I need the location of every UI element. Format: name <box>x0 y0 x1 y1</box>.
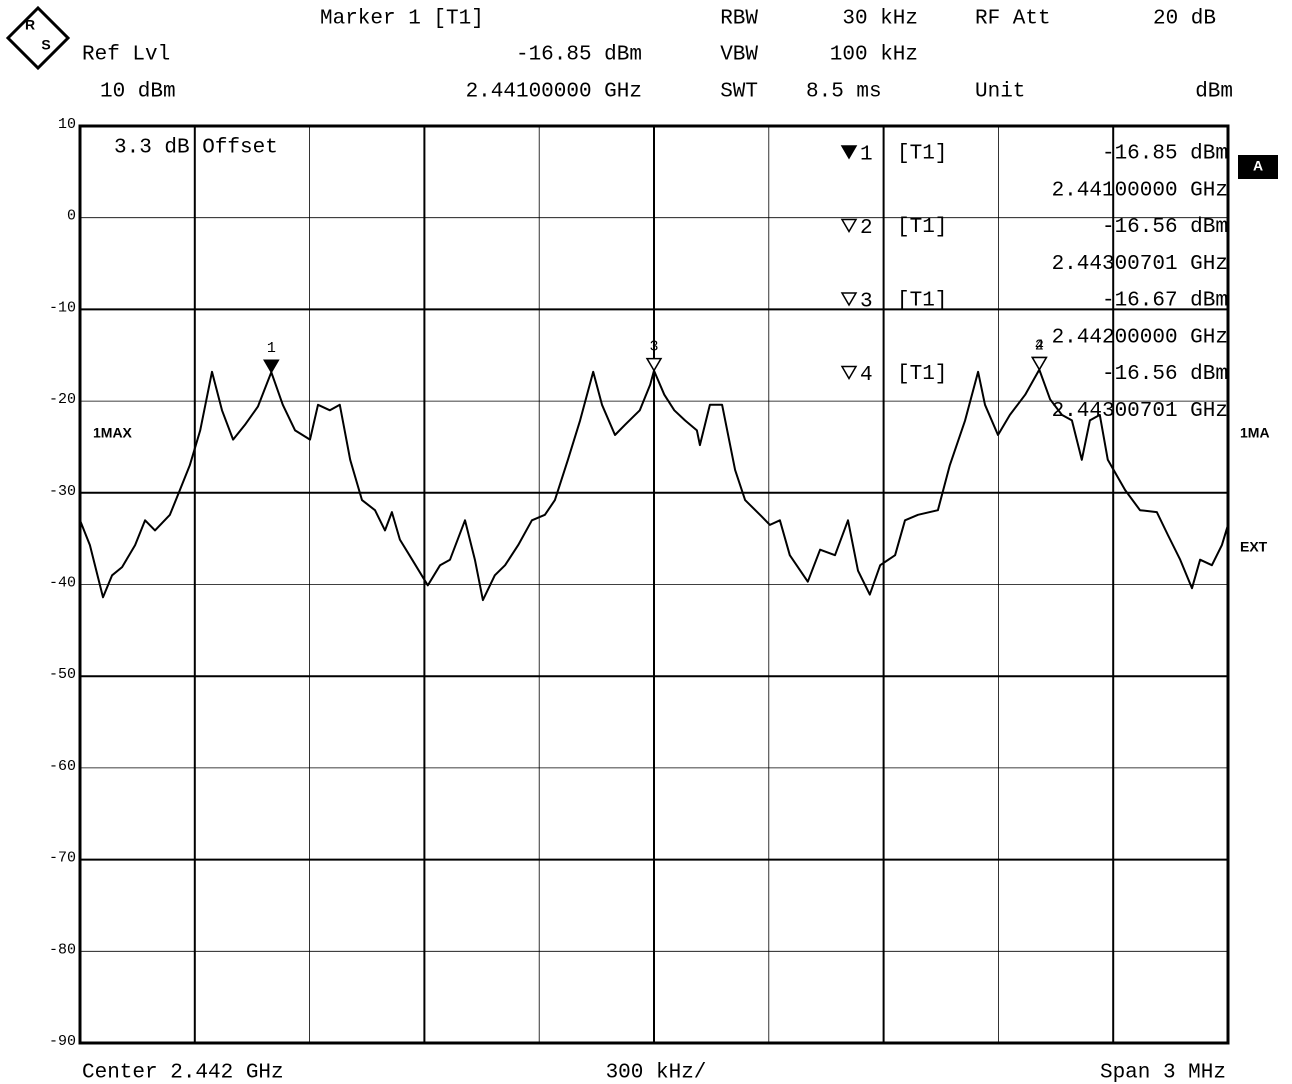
y-tick-label: -60 <box>49 758 76 775</box>
header-label: Ref Lvl <box>82 44 170 67</box>
marker-table-number: 1 <box>860 144 873 167</box>
header-label: SWT <box>720 81 758 104</box>
y-tick-label: 0 <box>67 208 76 225</box>
footer-center: Center 2.442 GHz <box>82 1062 284 1084</box>
header-value: 20 dB <box>1153 8 1216 31</box>
footer-div: 300 kHz/ <box>606 1062 707 1084</box>
marker-table-freq: 2.44300701 GHz <box>1052 400 1228 423</box>
marker-table-freq: 2.44100000 GHz <box>1052 180 1228 203</box>
header-value: 100 kHz <box>830 44 918 67</box>
trace <box>79 368 1229 602</box>
y-tick-label: -20 <box>49 391 76 408</box>
marker <box>263 359 280 374</box>
header-value: 30 kHz <box>842 8 918 31</box>
logo-letter: S <box>41 37 50 53</box>
marker-table-level: -16.56 dBm <box>1102 363 1228 386</box>
marker-symbol <box>840 292 858 307</box>
side-label: 1MA <box>1240 425 1270 441</box>
marker-table-number: 4 <box>860 364 873 387</box>
y-tick-label: -10 <box>49 299 76 316</box>
y-tick-label: -70 <box>49 850 76 867</box>
marker <box>645 357 663 373</box>
logo: R S <box>5 5 71 71</box>
header-label: VBW <box>720 44 758 67</box>
header-value: 10 dBm <box>100 81 176 104</box>
footer-span: Span 3 MHz <box>1100 1062 1226 1084</box>
logo-letter: R <box>25 17 35 33</box>
header-label: RBW <box>720 8 758 31</box>
screen-label: A <box>1253 158 1263 174</box>
header-value: -16.85 dBm <box>516 44 642 67</box>
logo-diamond <box>5 5 71 71</box>
header-marker: Marker 1 [T1] <box>320 8 484 31</box>
header-value: dBm <box>1195 81 1233 104</box>
marker-table-freq: 2.44200000 GHz <box>1052 327 1228 350</box>
side-label: EXT <box>1240 539 1268 555</box>
marker-table-number: 3 <box>860 291 873 314</box>
marker-symbol <box>840 365 858 380</box>
marker-table-trace: [T1] <box>897 363 947 386</box>
marker-symbol <box>840 145 858 160</box>
header-label: RF Att <box>975 8 1051 31</box>
marker-table-number: 2 <box>860 217 873 240</box>
marker-number: 4 <box>1035 338 1044 355</box>
header-value: 2.44100000 GHz <box>466 81 642 104</box>
marker-table-level: -16.85 dBm <box>1102 143 1228 166</box>
marker-number: 3 <box>649 339 658 356</box>
offset-note: 3.3 dB Offset <box>114 137 278 160</box>
screen-badge <box>1238 155 1278 179</box>
marker-table-level: -16.56 dBm <box>1102 216 1228 239</box>
y-tick-label: -40 <box>49 574 76 591</box>
marker-table-trace: [T1] <box>897 216 947 239</box>
marker-number: 1 <box>267 340 276 357</box>
y-tick-label: -80 <box>49 941 76 958</box>
y-tick-label: 10 <box>58 116 76 133</box>
marker-table-level: -16.67 dBm <box>1102 290 1228 313</box>
y-tick-label: -50 <box>49 666 76 683</box>
plot-border <box>78 124 1230 1045</box>
marker-number: 2 <box>1035 338 1044 355</box>
y-tick-label: -90 <box>49 1033 76 1050</box>
marker <box>1031 356 1048 372</box>
header-label: Unit <box>975 81 1025 104</box>
trace-label: 1MAX <box>93 425 133 441</box>
marker-table-trace: [T1] <box>897 143 947 166</box>
marker-table-freq: 2.44300701 GHz <box>1052 253 1228 276</box>
marker-symbol <box>840 218 858 233</box>
header-value: 8.5 ms <box>806 81 882 104</box>
marker-table-trace: [T1] <box>897 290 947 313</box>
y-tick-label: -30 <box>49 483 76 500</box>
